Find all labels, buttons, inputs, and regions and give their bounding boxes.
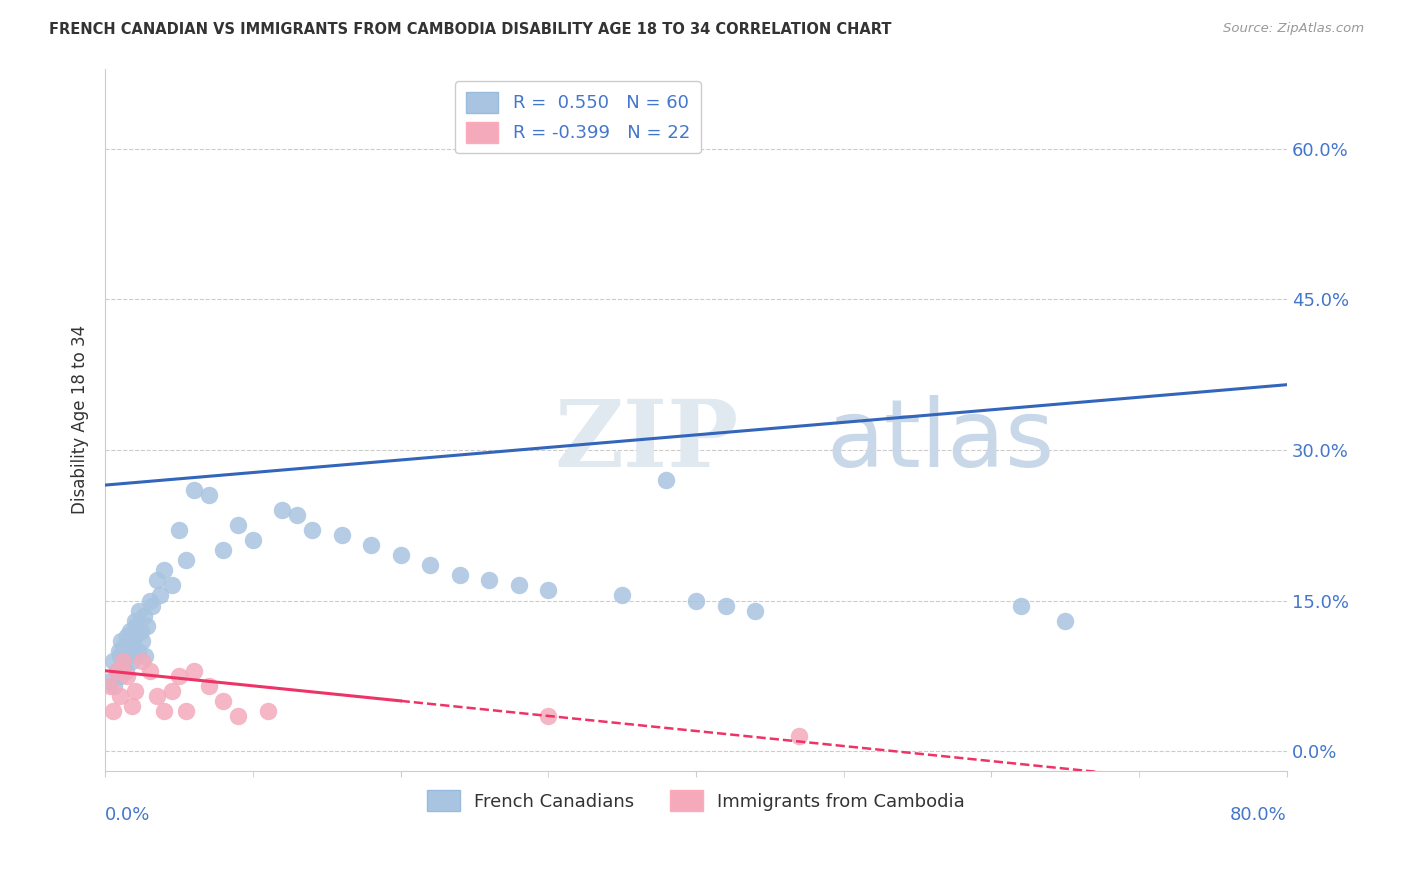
Point bbox=[98, 679, 121, 693]
Point bbox=[449, 568, 471, 582]
Point bbox=[176, 553, 198, 567]
Point bbox=[212, 543, 235, 558]
Point bbox=[176, 704, 198, 718]
Point bbox=[256, 704, 278, 718]
Y-axis label: Disability Age 18 to 34: Disability Age 18 to 34 bbox=[72, 326, 89, 515]
Point bbox=[789, 729, 811, 743]
Point bbox=[612, 589, 634, 603]
Point bbox=[146, 574, 169, 588]
Text: Source: ZipAtlas.com: Source: ZipAtlas.com bbox=[1223, 22, 1364, 36]
Point bbox=[167, 523, 190, 537]
Point bbox=[149, 589, 172, 603]
Point bbox=[112, 639, 135, 653]
Point bbox=[131, 633, 153, 648]
Point bbox=[124, 614, 146, 628]
Point bbox=[127, 643, 149, 657]
Point bbox=[101, 654, 124, 668]
Point bbox=[110, 633, 132, 648]
Point bbox=[153, 563, 176, 577]
Point bbox=[111, 654, 134, 668]
Point bbox=[112, 654, 135, 668]
Point bbox=[121, 654, 143, 668]
Point bbox=[301, 523, 323, 537]
Point bbox=[714, 599, 737, 613]
Point bbox=[212, 694, 235, 708]
Point bbox=[197, 679, 219, 693]
Point bbox=[360, 538, 382, 552]
Point bbox=[118, 643, 141, 657]
Point bbox=[101, 704, 124, 718]
Point bbox=[121, 698, 143, 713]
Point bbox=[285, 508, 308, 523]
Point bbox=[167, 669, 190, 683]
Point bbox=[108, 669, 131, 683]
Point bbox=[478, 574, 501, 588]
Point bbox=[685, 593, 707, 607]
Point bbox=[122, 639, 145, 653]
Point bbox=[183, 483, 205, 497]
Point bbox=[537, 709, 560, 723]
Point bbox=[108, 648, 131, 663]
Text: 80.0%: 80.0% bbox=[1230, 806, 1286, 824]
Point bbox=[120, 624, 142, 638]
Point bbox=[197, 488, 219, 502]
Point bbox=[226, 518, 249, 533]
Point bbox=[744, 603, 766, 617]
Point bbox=[508, 578, 530, 592]
Text: 0.0%: 0.0% bbox=[105, 806, 150, 824]
Point bbox=[125, 618, 148, 632]
Point bbox=[134, 648, 156, 663]
Point bbox=[131, 654, 153, 668]
Point bbox=[330, 528, 353, 542]
Point bbox=[98, 673, 121, 688]
Point bbox=[1010, 599, 1032, 613]
Point bbox=[138, 664, 160, 678]
Point bbox=[117, 629, 139, 643]
Point bbox=[138, 593, 160, 607]
Point bbox=[183, 664, 205, 678]
Point bbox=[1054, 614, 1077, 628]
Legend: French Canadians, Immigrants from Cambodia: French Canadians, Immigrants from Cambod… bbox=[420, 783, 972, 818]
Point bbox=[124, 629, 146, 643]
Point bbox=[105, 664, 128, 678]
Point bbox=[160, 683, 183, 698]
Point bbox=[141, 599, 163, 613]
Point bbox=[108, 689, 131, 703]
Point bbox=[242, 533, 264, 548]
Point bbox=[135, 618, 157, 632]
Point bbox=[153, 704, 176, 718]
Text: atlas: atlas bbox=[825, 395, 1054, 487]
Point bbox=[103, 679, 125, 693]
Point bbox=[655, 473, 678, 487]
Point bbox=[111, 658, 134, 673]
Point bbox=[129, 624, 152, 638]
Point bbox=[271, 503, 294, 517]
Point bbox=[124, 683, 146, 698]
Text: ZIP: ZIP bbox=[554, 396, 738, 486]
Point bbox=[121, 633, 143, 648]
Point bbox=[115, 664, 138, 678]
Point bbox=[117, 669, 139, 683]
Point bbox=[128, 603, 150, 617]
Point bbox=[160, 578, 183, 592]
Point bbox=[117, 648, 139, 663]
Text: FRENCH CANADIAN VS IMMIGRANTS FROM CAMBODIA DISABILITY AGE 18 TO 34 CORRELATION : FRENCH CANADIAN VS IMMIGRANTS FROM CAMBO… bbox=[49, 22, 891, 37]
Point bbox=[105, 664, 128, 678]
Point bbox=[107, 643, 129, 657]
Point bbox=[419, 558, 441, 573]
Point bbox=[146, 689, 169, 703]
Point bbox=[226, 709, 249, 723]
Point bbox=[537, 583, 560, 598]
Point bbox=[132, 608, 155, 623]
Point bbox=[389, 549, 412, 563]
